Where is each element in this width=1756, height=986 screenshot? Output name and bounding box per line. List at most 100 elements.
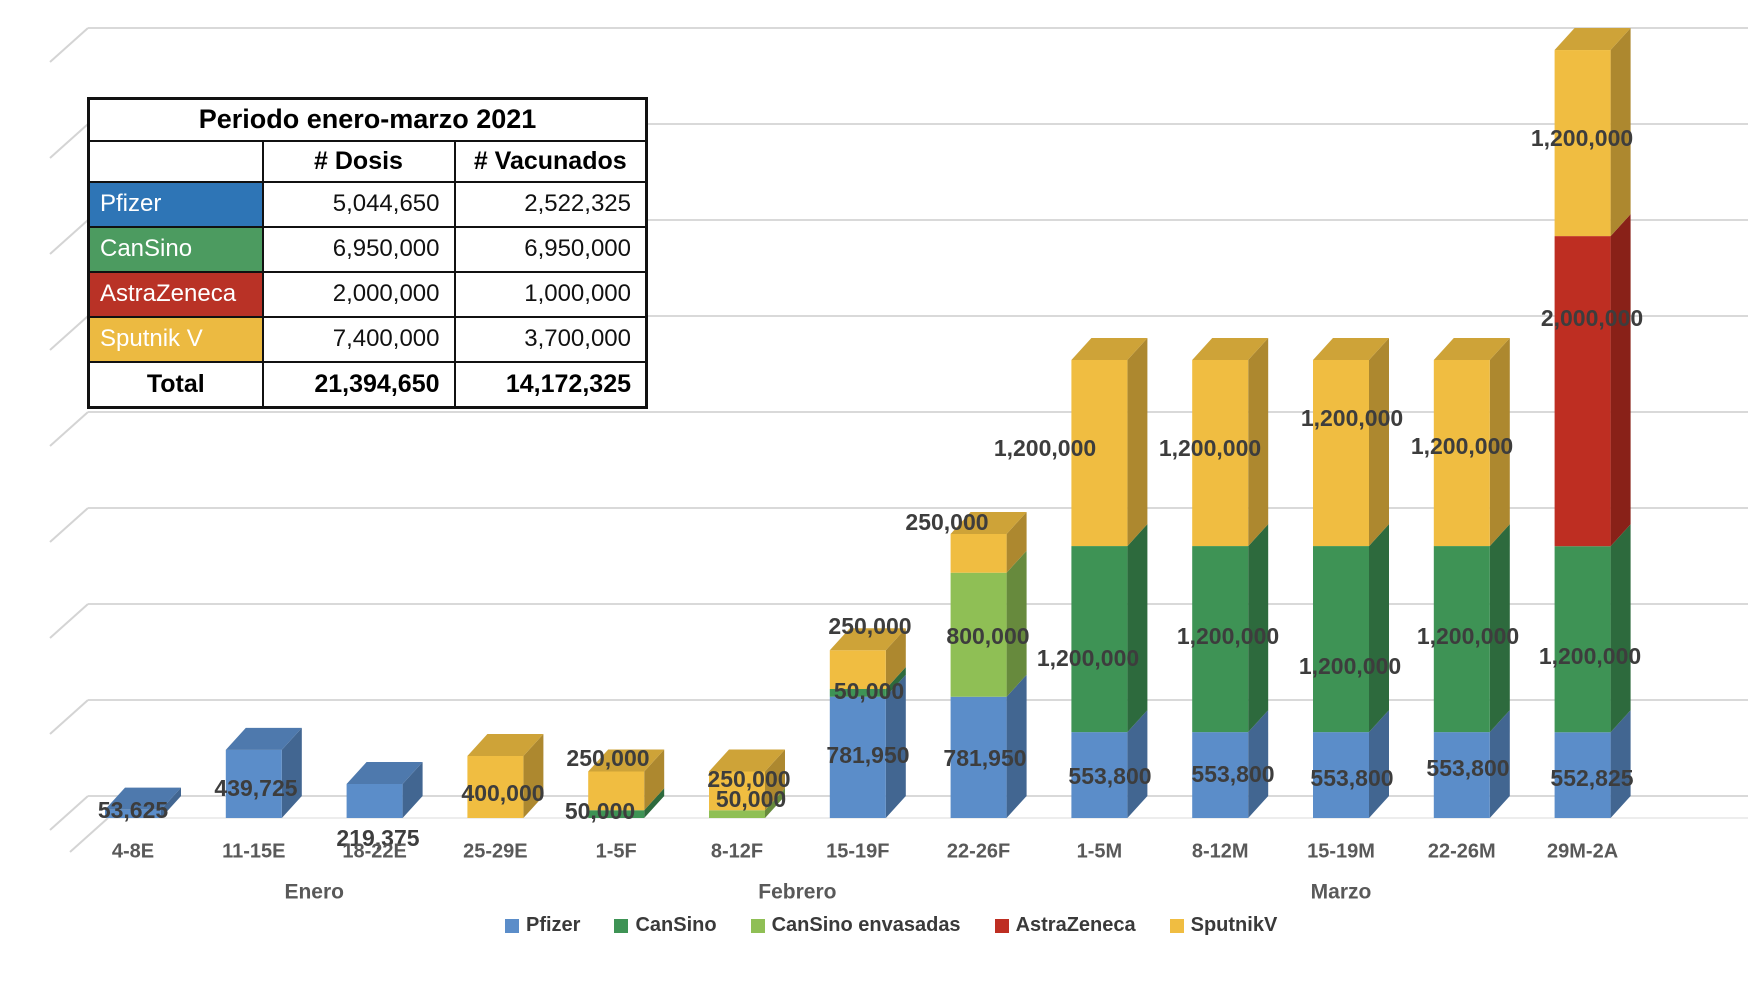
- tick-label-8-12m: 8-12M: [1192, 840, 1249, 862]
- bar-top-face-15-19m: [1313, 338, 1389, 360]
- legend-swatch-cansino-envasadas: [750, 918, 765, 933]
- segment-side-8-12m-sputnikv: [1248, 338, 1269, 547]
- table-cell-dosis-cansino: 6,950,000: [261, 225, 456, 273]
- value-label-22-26m-cansino: 1,200,000: [1417, 623, 1519, 649]
- summary-table: Periodo enero-marzo 2021 # Dosis # Vacunad…: [87, 97, 648, 409]
- table-title: Periodo enero-marzo 2021: [87, 97, 648, 142]
- segment-side-15-19f-sputnikv: [885, 628, 906, 690]
- tick-label-1-5f: 1-5F: [596, 840, 637, 862]
- segment-side-8-12f-sputnikv: [765, 749, 785, 811]
- legend-label-cansino: CanSino: [635, 914, 717, 936]
- segment-side-29m-2a-astrazeneca: [1610, 214, 1631, 547]
- segment-side-29m-2a-sputnikv: [1610, 28, 1631, 237]
- tick-label-25-29e: 25-29E: [463, 840, 528, 862]
- value-label-15-19f-pfizer: 781,950: [826, 742, 909, 768]
- segment-22-26f-cansino-envasadas: [950, 572, 1007, 697]
- legend-item-sputnikv: SputnikV: [1169, 914, 1277, 937]
- tick-label-8-12f: 8-12F: [711, 840, 763, 862]
- value-label-8-12m-sputnikv: 1,200,000: [1159, 435, 1261, 461]
- bar-18-22e: [346, 761, 423, 818]
- table-cell-dosis-pfizer: 5,044,650: [261, 180, 456, 228]
- legend-swatch-sputnikv: [1169, 918, 1184, 933]
- bar-top-face-29m-2a: [1554, 28, 1631, 51]
- table-cell-vacunados-pfizer: 2,522,325: [453, 180, 648, 228]
- month-label-marzo: Marzo: [1311, 881, 1372, 904]
- value-label-22-26m-sputnikv: 1,200,000: [1411, 433, 1513, 459]
- value-label-1-5m-cansino: 1,200,000: [1037, 645, 1139, 671]
- segment-side-29m-2a-pfizer: [1610, 710, 1631, 818]
- gridline-depth-edge: [49, 123, 89, 159]
- segment-side-1-5f-sputnikv: [644, 749, 665, 811]
- segment-side-18-22e-pfizer: [402, 761, 423, 818]
- value-label-11-15e-pfizer: 439,725: [214, 775, 297, 801]
- table-row-label-sputnik-v: Sputnik V: [87, 315, 264, 363]
- segment-side-22-26f-pfizer: [1006, 674, 1027, 818]
- table-total-dosis: 21,394,650: [261, 360, 456, 409]
- bar-top-face-11-15e: [225, 727, 302, 750]
- segment-15-19m-cansino: [1313, 546, 1369, 733]
- bar-8-12f: [709, 749, 785, 818]
- legend-swatch-astrazeneca: [994, 918, 1009, 933]
- segment-side-8-12m-pfizer: [1248, 710, 1269, 818]
- summary-table-grid: Periodo enero-marzo 2021 # Dosis # Vacunad…: [87, 97, 648, 409]
- value-label-8-12m-cansino: 1,200,000: [1177, 623, 1279, 649]
- table-header-vacunados: # Vacunados: [453, 139, 648, 183]
- tick-label-18-22e: 18-22E: [342, 840, 407, 862]
- segment-side-15-19m-sputnikv: [1369, 338, 1389, 547]
- legend-item-astrazeneca: AstraZeneca: [994, 914, 1136, 937]
- value-label-29m-2a-cansino: 1,200,000: [1539, 643, 1641, 669]
- segment-25-29e-sputnikv: [467, 755, 524, 818]
- value-label-1-5f-cansino: 50,000: [565, 798, 635, 824]
- segment-side-29m-2a-cansino: [1610, 524, 1631, 733]
- table-row-label-cansino: CanSino: [87, 225, 264, 273]
- segment-side-22-26m-pfizer: [1489, 710, 1510, 818]
- segment-side-15-19f-cansino: [885, 667, 906, 697]
- segment-side-25-29e-sputnikv: [523, 733, 544, 818]
- value-label-22-26f-sputnikv: 250,000: [905, 509, 988, 535]
- tick-label-22-26m: 22-26M: [1428, 840, 1496, 862]
- table-cell-vacunados-cansino: 6,950,000: [453, 225, 648, 273]
- bar-value-labels: 53,625439,725219,375400,00050,000250,000…: [98, 125, 1643, 851]
- value-label-4-8e-pfizer: 53,625: [98, 797, 169, 823]
- segment-side-15-19m-cansino: [1369, 524, 1389, 733]
- bar-top-face-4-8e: [105, 787, 181, 810]
- segment-8-12f-cansino-envasadas: [709, 810, 765, 818]
- bar-11-15e: [225, 727, 302, 818]
- bar-top-face-1-5f: [588, 749, 665, 772]
- gridline-depth-edge: [49, 603, 89, 639]
- legend-item-cansino: CanSino: [614, 914, 717, 937]
- gridline-depth-edge: [49, 411, 89, 447]
- bar-22-26f: [950, 511, 1027, 818]
- segment-side-15-19f-pfizer: [885, 674, 906, 818]
- segment-4-8e-pfizer: [105, 809, 161, 818]
- segment-15-19f-cansino: [829, 689, 886, 697]
- segment-side-1-5m-sputnikv: [1127, 338, 1148, 547]
- month-label-febrero: Febrero: [758, 881, 836, 904]
- table-row-label-astrazeneca: AstraZeneca: [87, 270, 264, 318]
- value-label-25-29e-sputnikv: 400,000: [461, 780, 544, 806]
- gridline-depth-edge: [49, 219, 89, 255]
- value-label-15-19f-sputnikv: 250,000: [828, 613, 911, 639]
- segment-side-1-5m-cansino: [1127, 524, 1148, 733]
- table-header-blank: [87, 139, 264, 183]
- table-total-vacunados: 14,172,325: [453, 360, 648, 409]
- gridline-depth-edge: [49, 699, 89, 735]
- legend-label-pfizer: Pfizer: [526, 914, 581, 936]
- value-label-22-26f-pfizer: 781,950: [943, 745, 1026, 771]
- value-label-1-5m-sputnikv: 1,200,000: [994, 435, 1096, 461]
- value-label-8-12m-pfizer: 553,800: [1191, 761, 1274, 787]
- gridline-depth-edge: [49, 507, 89, 543]
- segment-side-11-15e-pfizer: [281, 727, 302, 818]
- legend-label-astrazeneca: AstraZeneca: [1015, 914, 1136, 936]
- segment-1-5m-pfizer: [1071, 732, 1128, 818]
- legend-swatch-pfizer: [505, 918, 519, 933]
- table-row-label-pfizer: Pfizer: [87, 180, 264, 228]
- bar-8-12m: [1192, 338, 1269, 818]
- segment-side-15-19m-pfizer: [1369, 710, 1389, 818]
- tick-label-29m-2a: 29M-2A: [1547, 840, 1618, 862]
- gridline-depth-edge: [49, 27, 89, 63]
- segment-1-5f-cansino: [588, 810, 645, 818]
- segment-29m-2a-sputnikv: [1554, 50, 1611, 237]
- segment-side-22-26m-sputnikv: [1489, 338, 1510, 547]
- legend-item-cansino-envasadas: CanSino envasadas: [750, 914, 961, 937]
